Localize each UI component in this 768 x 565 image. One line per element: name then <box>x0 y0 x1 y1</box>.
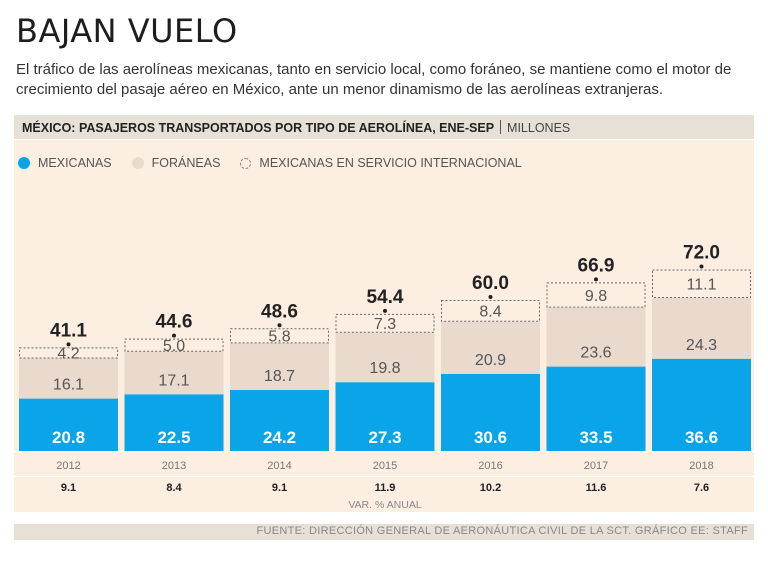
x-tick-2018: 2018 <box>689 460 713 472</box>
chart-header-unit: MILLONES <box>507 121 571 135</box>
header-separator <box>500 120 502 134</box>
label-mexicanas-2015: 27.3 <box>368 428 401 447</box>
x-tick-2012: 2012 <box>56 460 80 472</box>
bar-mexicanas-2016 <box>441 373 540 451</box>
bar-internacional-2017 <box>546 282 646 308</box>
label-mexicanas-2017: 33.5 <box>579 428 612 447</box>
chart-legend: MEXICANAS FORÁNEAS MEXICANAS EN SERVICIO… <box>18 156 542 170</box>
label-mexicanas-2014: 24.2 <box>263 428 296 447</box>
var-label-2013: 8.4 <box>166 482 182 494</box>
var-label-2012: 9.1 <box>61 482 76 494</box>
label-foraneas-2013: 17.1 <box>158 372 189 389</box>
total-label-2013: 44.6 <box>156 312 193 333</box>
label-foraneas-2018: 24.3 <box>686 337 717 354</box>
bar-mexicanas-2017 <box>546 366 646 451</box>
total-marker-2016 <box>488 295 493 300</box>
bar-foraneas-2016 <box>441 321 540 374</box>
label-mexicanas-2013: 22.5 <box>157 428 190 447</box>
total-marker-2018 <box>699 264 704 269</box>
label-internacional-2017: 9.8 <box>585 288 607 305</box>
chart-title: BAJAN VUELO <box>16 12 238 50</box>
bar-internacional-2013 <box>124 338 224 352</box>
legend-label-internacional: MEXICANAS EN SERVICIO INTERNACIONAL <box>259 156 522 170</box>
label-internacional-2015: 7.3 <box>374 316 396 333</box>
legend-item-mexicanas: MEXICANAS <box>18 156 112 170</box>
var-label-2014: 9.1 <box>272 482 287 494</box>
total-label-2012: 41.1 <box>50 320 87 341</box>
chart-subtitle: El tráfico de las aerolíneas mexicanas, … <box>16 61 732 98</box>
var-label-2015: 11.9 <box>375 482 396 494</box>
bar-internacional-2015 <box>335 313 435 333</box>
var-label-2016: 10.2 <box>480 482 501 494</box>
legend-label-mexicanas: MEXICANAS <box>38 156 112 170</box>
bar-mexicanas-2012 <box>19 398 118 451</box>
legend-swatch-foraneas <box>131 157 144 169</box>
source-bar: FUENTE: DIRECCIÓN GENERAL DE AERONÁUTICA… <box>14 524 754 540</box>
var-label-2018: 7.6 <box>694 482 709 494</box>
bar-internacional-2018 <box>652 269 751 299</box>
label-mexicanas-2018: 36.6 <box>685 428 718 447</box>
label-internacional-2014: 5.8 <box>268 329 290 346</box>
stacked-bar-chart: 20.8 16.1 4.2 41.1 2012 9.1 22.5 17.1 5.0 44.6 201… <box>14 243 754 511</box>
legend-item-internacional: MEXICANAS EN SERVICIO INTERNACIONAL <box>240 156 522 170</box>
var-caption: VAR. % ANUAL <box>348 499 421 511</box>
bar-internacional-2016 <box>441 300 540 322</box>
x-tick-2017: 2017 <box>584 460 608 472</box>
bar-foraneas-2017 <box>546 307 646 367</box>
chart-header-bar: MÉXICO: PASAJEROS TRANSPORTADOS POR TIPO… <box>14 115 754 139</box>
total-label-2014: 48.6 <box>261 301 298 322</box>
bar-foraneas-2018 <box>652 297 751 359</box>
total-marker-2017 <box>594 277 598 282</box>
total-marker-2015 <box>383 308 387 313</box>
bar-mexicanas-2015 <box>335 382 435 451</box>
total-label-2016: 60.0 <box>472 273 509 294</box>
label-mexicanas-2016: 30.6 <box>474 428 507 447</box>
label-foraneas-2014: 18.7 <box>264 368 295 385</box>
bar-foraneas-2014 <box>230 342 329 391</box>
label-foraneas-2016: 20.9 <box>475 352 506 369</box>
x-tick-2015: 2015 <box>373 460 397 472</box>
label-internacional-2013: 5.0 <box>163 338 185 355</box>
label-foraneas-2012: 16.1 <box>53 377 84 394</box>
bar-mexicanas-2018 <box>652 358 751 451</box>
total-marker-2014 <box>277 323 282 328</box>
source-text: FUENTE: DIRECCIÓN GENERAL DE AERONÁUTICA… <box>256 525 748 537</box>
legend-swatch-internacional <box>240 157 252 169</box>
bar-internacional-2012 <box>19 347 118 359</box>
chart-header: MÉXICO: PASAJEROS TRANSPORTADOS POR TIPO… <box>22 120 570 135</box>
label-internacional-2012: 4.2 <box>57 346 79 363</box>
var-label-2017: 11.6 <box>586 482 607 494</box>
total-label-2018: 72.0 <box>683 243 720 264</box>
bar-foraneas-2013 <box>124 351 224 395</box>
x-tick-2016: 2016 <box>478 460 502 472</box>
label-internacional-2016: 8.4 <box>479 304 501 321</box>
total-label-2017: 66.9 <box>578 255 615 276</box>
total-marker-2013 <box>172 333 176 338</box>
legend-label-foraneas: FORÁNEAS <box>151 156 221 170</box>
bar-mexicanas-2014 <box>230 390 329 451</box>
label-mexicanas-2012: 20.8 <box>52 428 85 447</box>
legend-item-foraneas: FORÁNEAS <box>131 156 221 170</box>
legend-swatch-mexicanas <box>18 157 30 169</box>
total-marker-2012 <box>66 342 71 347</box>
label-foraneas-2015: 19.8 <box>369 360 400 377</box>
bar-foraneas-2012 <box>19 358 118 399</box>
total-label-2015: 54.4 <box>367 287 404 308</box>
chart-header-main: MÉXICO: PASAJEROS TRANSPORTADOS POR TIPO… <box>22 121 495 135</box>
x-tick-2013: 2013 <box>162 460 186 472</box>
label-internacional-2018: 11.1 <box>687 277 717 294</box>
bar-mexicanas-2013 <box>124 394 224 451</box>
label-foraneas-2017: 23.6 <box>580 345 611 362</box>
bar-foraneas-2015 <box>335 332 435 383</box>
x-tick-2014: 2014 <box>267 460 291 472</box>
bar-internacional-2014 <box>230 328 329 344</box>
